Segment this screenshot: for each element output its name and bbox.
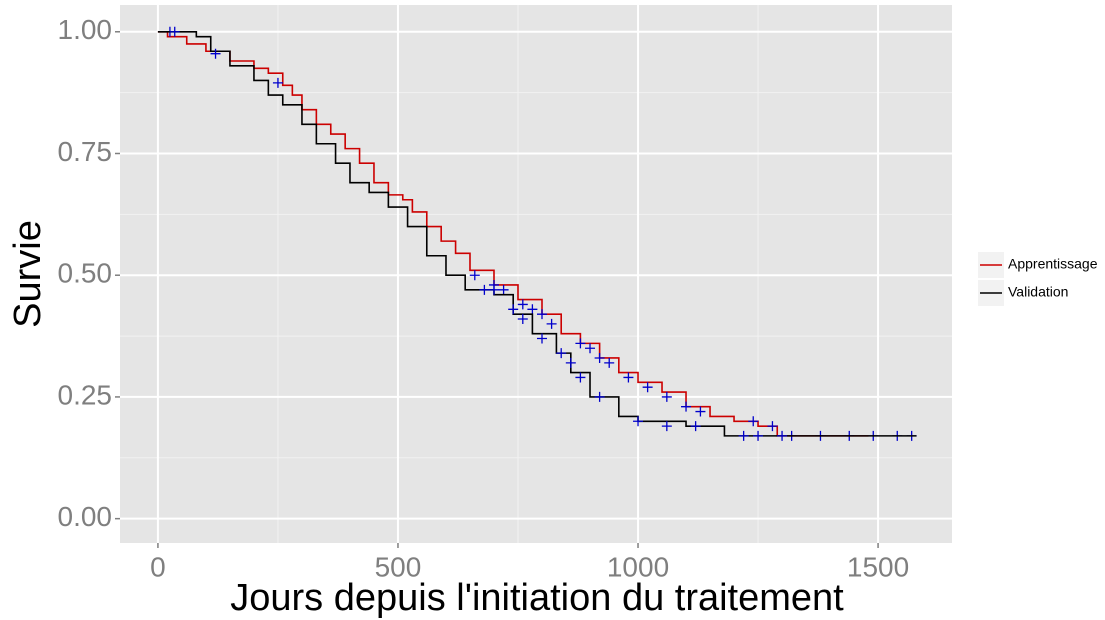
y-tick-label: 0.75 bbox=[58, 136, 113, 167]
censor-mark bbox=[753, 430, 764, 441]
censor-mark bbox=[575, 372, 586, 383]
censor-mark bbox=[623, 372, 634, 383]
censor-mark bbox=[479, 284, 490, 295]
censor-mark bbox=[767, 421, 778, 432]
censor-mark bbox=[594, 352, 605, 363]
censor-mark bbox=[575, 338, 586, 349]
survival-curve bbox=[157, 30, 869, 437]
censor-mark bbox=[488, 284, 499, 295]
censor-mark bbox=[642, 382, 653, 393]
x-axis-title: Jours depuis l'initiation du traitement bbox=[230, 577, 844, 619]
censor-mark bbox=[748, 416, 759, 427]
censor-mark bbox=[546, 318, 557, 329]
legend-label: Validation bbox=[1008, 284, 1068, 300]
censor-mark bbox=[690, 421, 701, 432]
censor-mark bbox=[738, 430, 749, 441]
y-axis-title: Survie bbox=[7, 220, 49, 328]
censor-mark bbox=[210, 48, 221, 59]
censor-mark bbox=[695, 406, 706, 417]
censor-mark bbox=[508, 304, 519, 315]
survival-curve bbox=[157, 30, 917, 437]
censor-mark bbox=[633, 416, 644, 427]
censor-mark bbox=[777, 430, 788, 441]
censor-mark bbox=[661, 421, 672, 432]
censor-mark bbox=[681, 401, 692, 412]
censor-mark bbox=[469, 270, 480, 281]
censor-mark bbox=[585, 343, 596, 354]
censor-mark bbox=[527, 304, 538, 315]
censor-mark bbox=[272, 77, 283, 88]
censor-mark bbox=[565, 357, 576, 368]
censor-mark bbox=[517, 299, 528, 310]
panel bbox=[120, 5, 952, 543]
y-tick-label: 0.25 bbox=[58, 379, 113, 410]
legend-label: Apprentissage bbox=[1008, 256, 1098, 272]
censor-mark bbox=[537, 309, 548, 320]
censor-mark bbox=[498, 284, 509, 295]
censor-mark bbox=[517, 314, 528, 325]
y-tick-label: 1.00 bbox=[58, 14, 113, 45]
censor-mark bbox=[604, 357, 615, 368]
y-tick-label: 0.00 bbox=[58, 501, 113, 532]
x-tick-label: 0 bbox=[150, 551, 166, 582]
censor-mark bbox=[594, 391, 605, 402]
x-tick-label: 1500 bbox=[847, 551, 909, 582]
censor-mark bbox=[537, 333, 548, 344]
x-tick-label: 500 bbox=[375, 551, 422, 582]
y-tick-label: 0.50 bbox=[58, 258, 113, 289]
x-tick-label: 1000 bbox=[607, 551, 669, 582]
censor-mark bbox=[661, 391, 672, 402]
censor-mark bbox=[556, 348, 567, 359]
censor-mark bbox=[169, 26, 180, 37]
